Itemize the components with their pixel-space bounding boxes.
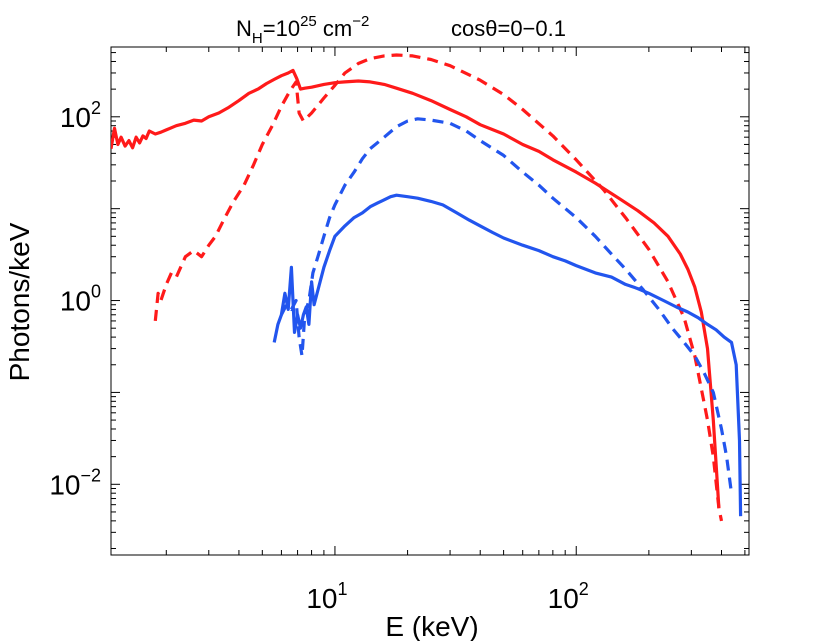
data-series <box>111 53 743 522</box>
series-blue-solid <box>272 193 743 517</box>
title-nh-base: N <box>236 16 252 41</box>
y-axis-title: Photons/keV <box>4 222 35 381</box>
y-tick-label: 100 <box>60 282 101 317</box>
series-blue-dashed <box>279 117 734 494</box>
series-red-dashed <box>153 53 724 522</box>
title-nh-unit: cm <box>317 16 352 41</box>
x-axis-title: E (keV) <box>385 611 478 641</box>
y-tick-label: 102 <box>60 98 101 133</box>
chart-title: NH=1025 cm−2 <box>236 13 369 47</box>
series-red-solid <box>111 68 721 509</box>
axis-ticks: 101 102 10−2 100 102 <box>49 47 749 614</box>
title-nh-unit-exponent: −2 <box>352 13 369 30</box>
x-tick-label: 102 <box>548 579 589 614</box>
y-tick-label: 10−2 <box>49 465 101 500</box>
title-nh-subscript: H <box>252 30 263 47</box>
x-tick-label: 101 <box>306 579 347 614</box>
chart-title-angle: cosθ=0−0.1 <box>451 16 566 41</box>
title-nh-exponent: 25 <box>300 13 317 30</box>
title-nh-value: =10 <box>263 16 300 41</box>
